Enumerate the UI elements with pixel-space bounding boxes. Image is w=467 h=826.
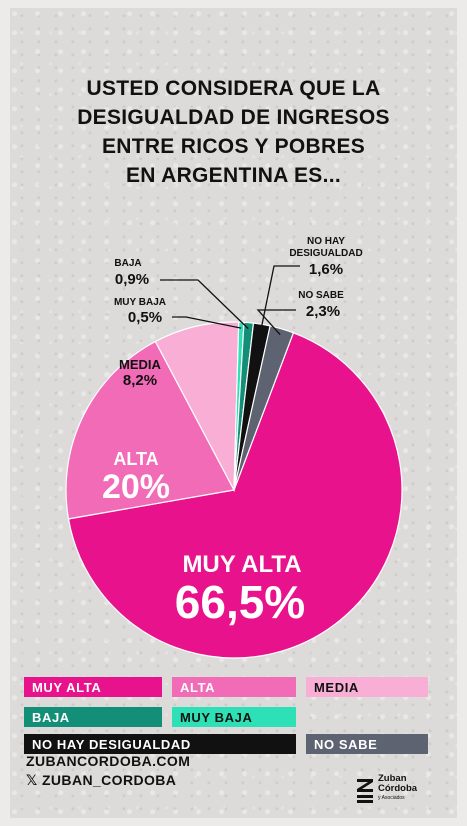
slice-label-muy-baja: MUY BAJA xyxy=(114,297,166,308)
slice-label-baja: BAJA xyxy=(114,258,141,269)
x-handle-link[interactable]: 𝕏 ZUBAN_CORDOBA xyxy=(26,772,177,788)
legend-item-media: MEDIA xyxy=(306,677,428,697)
title-line-4: EN ARGENTINA ES... xyxy=(125,164,342,187)
brand-name-line-2: Córdoba xyxy=(378,783,418,794)
slice-value-muy-alta: 66,5% xyxy=(175,576,305,628)
slice-label-no-sabe: NO SABE xyxy=(298,290,344,301)
slice-value-media: 8,2% xyxy=(123,372,157,389)
legend-item-baja: BAJA xyxy=(24,707,162,727)
brand-name: Zuban Córdoba xyxy=(378,774,417,794)
pie-slice-media xyxy=(154,321,240,493)
brand-subtitle: y Asociados xyxy=(378,795,405,801)
title-line-3: ENTRE RICOS Y POBRES xyxy=(101,135,366,158)
slice-label-no-hay-line-2: DESIGUALDAD xyxy=(289,248,362,259)
slice-value-muy-baja: 0,5% xyxy=(128,309,162,326)
pie-slice-alta xyxy=(65,340,235,520)
slice-value-no-hay: 1,6% xyxy=(309,261,343,278)
slice-value-alta: 20% xyxy=(102,468,170,506)
legend-item-muy-alta: MUY ALTA xyxy=(24,677,162,697)
leader-line-no-hay xyxy=(260,265,300,331)
slice-label-no-hay-line-1: NO HAY xyxy=(307,236,345,247)
slice-value-baja: 0,9% xyxy=(115,271,149,288)
slice-value-no-sabe: 2,3% xyxy=(306,303,340,320)
footer: ZUBANCORDOBA.COM 𝕏 ZUBAN_CORDOBA xyxy=(26,752,190,790)
brand-logo: Zuban Córdoba y Asociados xyxy=(354,772,444,812)
website-link[interactable]: ZUBANCORDOBA.COM xyxy=(26,753,191,769)
title-line-1: USTED CONSIDERA QUE LA xyxy=(86,77,381,100)
pie-slice-no-sabe xyxy=(233,325,295,491)
slice-label-alta: ALTA xyxy=(113,449,158,469)
slice-label-muy-alta: MUY ALTA xyxy=(182,551,301,578)
pie-slice-muy-alta xyxy=(67,332,403,659)
brand-name-line-1: Zuban xyxy=(378,773,407,784)
legend-item-alta: ALTA xyxy=(172,677,296,697)
title-line-2: DESIGUALDAD DE INGRESOS xyxy=(77,106,390,129)
leader-line-baja xyxy=(160,279,249,330)
slice-label-media: MEDIA xyxy=(119,357,162,372)
leader-line-no-sabe xyxy=(256,309,296,336)
legend-item-muy-baja: MUY BAJA xyxy=(172,707,296,727)
legend-item-no-sabe: NO SABE xyxy=(306,734,428,754)
zuban-cordoba-logo-icon xyxy=(357,779,373,803)
chart-title: USTED CONSIDERA QUE LA DESIGUALDAD DE IN… xyxy=(30,74,437,190)
leader-line-muy-baja xyxy=(172,316,242,329)
legend-item-no-hay-desigualdad: NO HAY DESIGUALDAD xyxy=(24,734,296,754)
